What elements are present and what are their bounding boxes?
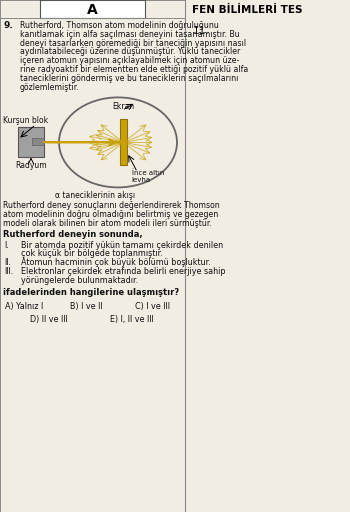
Text: Rutherford, Thomson atom modelinin doğruluğunu: Rutherford, Thomson atom modelinin doğru… <box>20 21 219 30</box>
Text: atom modelinin doğru olmadığını belirtmiş ve gezegen: atom modelinin doğru olmadığını belirtmi… <box>3 210 218 219</box>
FancyBboxPatch shape <box>18 127 44 157</box>
Text: C) I ve III: C) I ve III <box>135 303 170 311</box>
Text: II.: II. <box>4 258 11 267</box>
Text: I.: I. <box>4 241 9 250</box>
Text: Radyum: Radyum <box>15 161 47 170</box>
Text: 11.: 11. <box>193 26 210 36</box>
Text: kanıtlamak için alfa saçılması deneyini tasarlamıştır. Bu: kanıtlamak için alfa saçılması deneyini … <box>20 30 240 39</box>
Text: III.: III. <box>4 267 13 276</box>
Text: içeren atomun yapısını açıklayabilmek için atomun üze-: içeren atomun yapısını açıklayabilmek iç… <box>20 56 239 65</box>
Text: 9.: 9. <box>3 21 13 30</box>
Text: α taneciklerinin akışı: α taneciklerinin akışı <box>55 191 135 200</box>
FancyBboxPatch shape <box>32 138 44 145</box>
Text: Elektronlar çekirdek etrafında belirli enerjiye sahip: Elektronlar çekirdek etrafında belirli e… <box>21 267 225 276</box>
FancyBboxPatch shape <box>40 0 145 18</box>
Text: B) I ve II: B) I ve II <box>70 303 103 311</box>
Text: ifadelerinden hangilerine ulaşmıştır?: ifadelerinden hangilerine ulaşmıştır? <box>3 288 179 296</box>
Text: rine radyoaktif bir elementten elde ettiği pozitif yüklü alfa: rine radyoaktif bir elementten elde etti… <box>20 65 248 74</box>
Text: deneyi tasarlarken göremediği bir taneciğin yapısını nasıl: deneyi tasarlarken göremediği bir taneci… <box>20 38 246 48</box>
Text: FEN BİLİMLERİ TES: FEN BİLİMLERİ TES <box>192 5 302 15</box>
Text: İnce altın
levha: İnce altın levha <box>132 169 164 183</box>
Text: modeli olarak bilinen bir atom modeli ileri sürmüştür.: modeli olarak bilinen bir atom modeli il… <box>3 219 212 228</box>
Text: aydınlatabileceği üzerine düşünmüştür. Yüklü tanecikler: aydınlatabileceği üzerine düşünmüştür. Y… <box>20 48 240 56</box>
Text: Bir atomda pozitif yükün tamamı çekirdek denilen: Bir atomda pozitif yükün tamamı çekirdek… <box>21 241 223 250</box>
Text: yörüngelerde bulunmaktadır.: yörüngelerde bulunmaktadır. <box>21 276 138 285</box>
Text: taneciklerini göndermiş ve bu taneciklerin saçılmalarını: taneciklerini göndermiş ve bu tanecikler… <box>20 74 238 83</box>
Text: Rutherford deney sonuçlarını değerlendirerek Thomson: Rutherford deney sonuçlarını değerlendir… <box>3 201 220 210</box>
Text: D) II ve III: D) II ve III <box>30 315 68 324</box>
Text: gözlemlemiştir.: gözlemlemiştir. <box>20 82 80 92</box>
Text: A: A <box>87 3 98 17</box>
Text: A) Yalnız I: A) Yalnız I <box>5 303 43 311</box>
FancyBboxPatch shape <box>120 119 127 165</box>
Text: Atomun hacminin çok büyük bölümü boşluktur.: Atomun hacminin çok büyük bölümü boşlukt… <box>21 258 211 267</box>
Text: Rutherford deneyin sonunda,: Rutherford deneyin sonunda, <box>3 230 143 239</box>
Text: E) I, II ve III: E) I, II ve III <box>110 315 154 324</box>
Text: Kurşun blok: Kurşun blok <box>3 116 48 125</box>
Text: çok küçük bir bölgede toplanmıştır.: çok küçük bir bölgede toplanmıştır. <box>21 249 163 259</box>
Text: Ekran: Ekran <box>112 102 134 112</box>
